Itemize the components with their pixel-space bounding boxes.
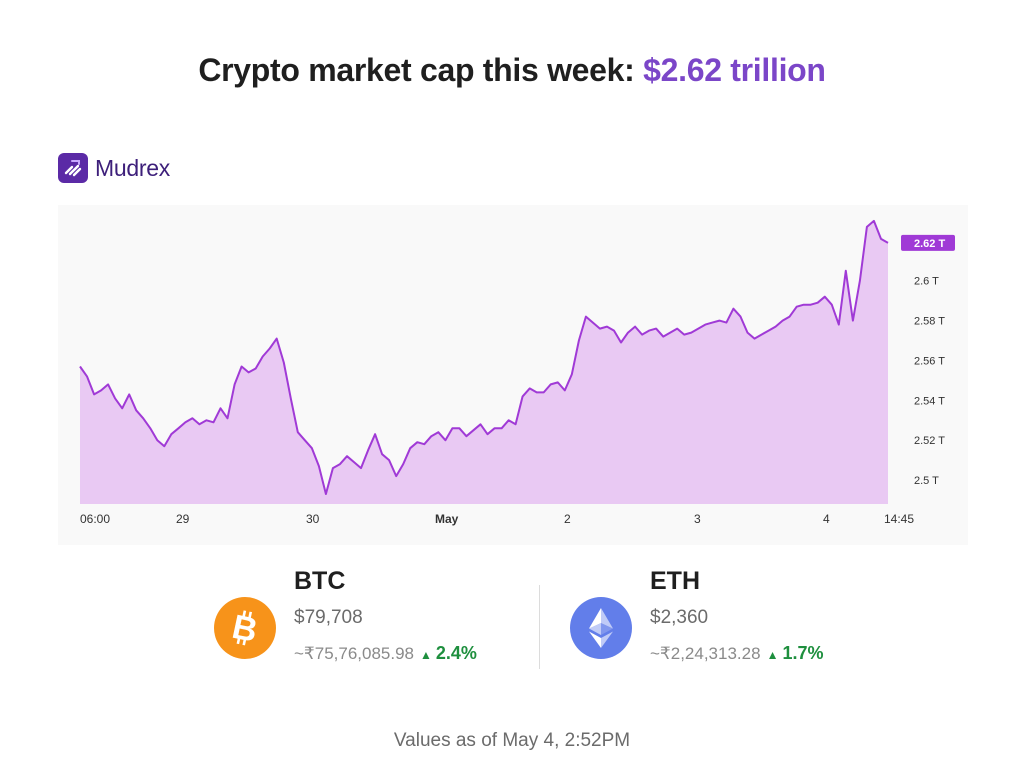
btc-card: B BTC $79,708 ~₹75,76,085.98 ▲ 2.4%	[214, 565, 524, 675]
chart-svg: 2.5 T 2.52 T 2.54 T 2.56 T 2.58 T 2.6 T 2.62 T…	[79, 219, 955, 526]
eth-inr-row: ~₹2,24,313.28 ▲ 1.7%	[650, 643, 823, 664]
headline-value: $2.62 trillion	[643, 52, 826, 88]
ethereum-icon	[570, 597, 632, 659]
y-tick-label: 2.54 T	[914, 395, 945, 407]
btc-inr-price: ~₹75,76,085.98	[294, 644, 415, 663]
series-line	[79, 219, 889, 495]
btc-change: 2.4%	[435, 643, 477, 663]
y-tick-label: 2.58 T	[914, 316, 945, 328]
y-tick-label: 2.52 T	[914, 435, 945, 447]
y-tick-label: 2.5 T	[914, 475, 939, 487]
series-area	[80, 220, 888, 504]
eth-usd-price: $2,360	[650, 607, 709, 628]
mudrex-logo-icon	[58, 153, 88, 183]
divider	[539, 585, 540, 669]
up-triangle-icon: ▲	[766, 648, 779, 662]
footnote: Values as of May 4, 2:52PM	[393, 730, 631, 751]
x-tick-label: 2	[564, 512, 571, 526]
x-tick-label: 29	[176, 512, 190, 526]
btc-inr-row: ~₹75,76,085.98 ▲ 2.4%	[294, 643, 477, 664]
x-tick-label: May	[435, 512, 459, 526]
eth-change: 1.7%	[782, 643, 824, 663]
headline-prefix: Crypto market cap this week:	[198, 52, 644, 88]
eth-card: ETH $2,360 ~₹2,24,313.28 ▲ 1.7%	[570, 565, 880, 675]
y-tick-label: 2.6 T	[914, 276, 939, 288]
headline: Crypto market cap this week: $2.62 trill…	[0, 52, 1024, 89]
brand: Mudrex	[58, 152, 170, 184]
current-value-tag	[901, 234, 955, 251]
current-value-label: 2.62 T	[914, 238, 945, 250]
up-triangle-icon: ▲	[420, 648, 432, 662]
btc-usd-price: $79,708	[294, 607, 363, 628]
x-tick-label: 06:00	[80, 512, 110, 526]
btc-symbol: BTC	[294, 567, 346, 595]
eth-symbol: ETH	[650, 567, 700, 595]
bitcoin-icon: B	[214, 597, 276, 659]
market-cap-chart: 2.5 T 2.52 T 2.54 T 2.56 T 2.58 T 2.6 T 2.62 T…	[58, 205, 968, 545]
eth-inr-price: ~₹2,24,313.28	[650, 644, 761, 663]
x-tick-label: 3	[694, 512, 701, 526]
x-tick-label: 14:45	[884, 512, 914, 526]
brand-name: Mudrex	[95, 154, 170, 181]
x-tick-label: 4	[823, 512, 830, 526]
y-tick-label: 2.56 T	[914, 356, 945, 368]
x-tick-label: 30	[306, 512, 320, 526]
